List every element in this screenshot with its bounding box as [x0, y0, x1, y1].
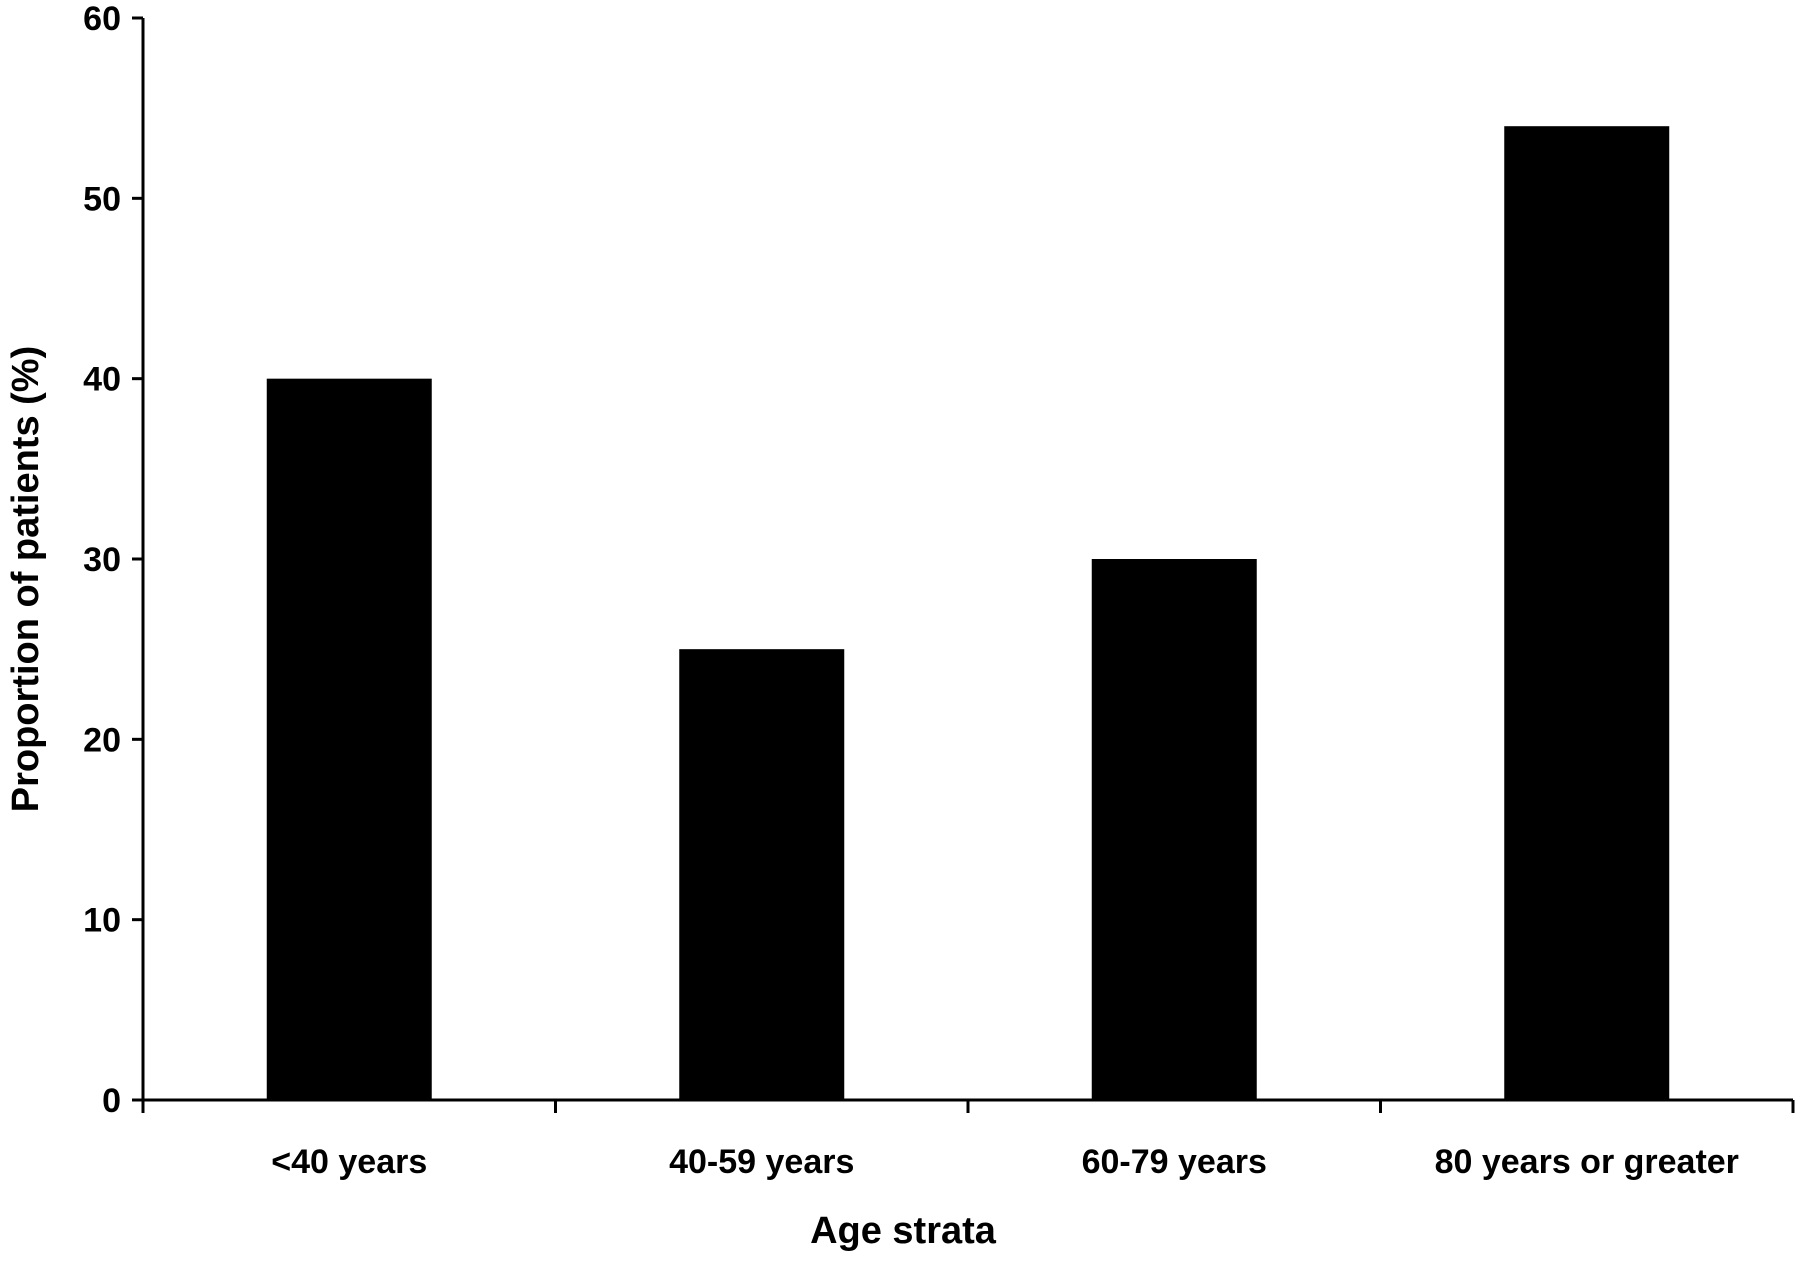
y-tick-label: 50 — [83, 180, 121, 218]
bar-0 — [266, 378, 432, 1101]
y-tick-label: 20 — [83, 721, 121, 759]
y-axis-title: Proportion of patients (%) — [5, 346, 47, 813]
x-ticks-layer: <40 years 40-59 years 60-79 years 80 years … — [141, 1100, 1795, 1181]
y-tick-label: 30 — [83, 541, 121, 579]
x-tick-label: <40 years — [271, 1143, 427, 1181]
x-tick-label: 60-79 years — [1082, 1143, 1267, 1181]
bar-2 — [1091, 559, 1257, 1100]
x-tick-label: 80 years or greater — [1435, 1143, 1739, 1181]
bars-layer — [266, 126, 1670, 1101]
bar-3 — [1504, 126, 1670, 1100]
y-tick-label: 0 — [102, 1082, 121, 1120]
y-ticks-layer: 0 10 20 30 40 50 60 — [83, 0, 143, 1120]
y-tick-label: 40 — [83, 361, 121, 399]
bar-1 — [679, 649, 845, 1100]
x-axis-title: Age strata — [810, 1210, 997, 1252]
x-tick-label: 40-59 years — [669, 1143, 854, 1181]
y-tick-label: 60 — [83, 0, 121, 38]
y-tick-label: 10 — [83, 902, 121, 940]
